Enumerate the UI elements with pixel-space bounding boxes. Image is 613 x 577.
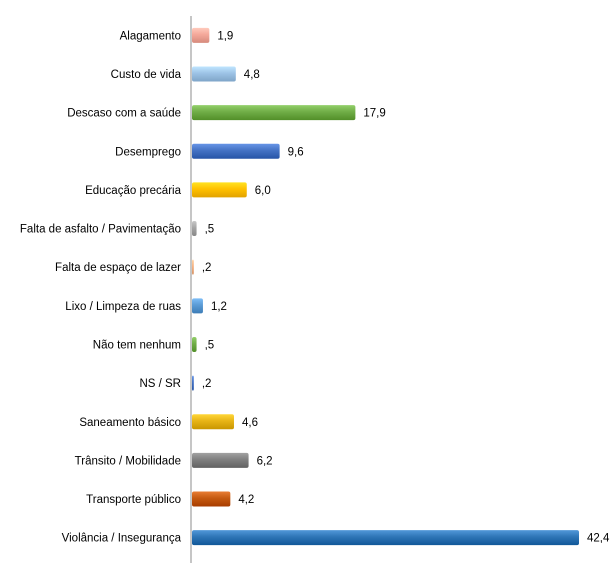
bar [192, 491, 231, 507]
value-label: ,2 [202, 262, 212, 274]
category-label: Alagamento [120, 30, 181, 42]
category-label: Saneamento básico [79, 417, 181, 429]
bar [192, 66, 236, 82]
bars-group [192, 27, 579, 546]
category-label: Lixo / Limpeza de ruas [65, 301, 181, 313]
category-label: Falta de espaço de lazer [55, 262, 181, 274]
bar [192, 182, 247, 198]
value-label: 17,9 [363, 108, 385, 120]
bar [192, 414, 234, 430]
category-label: NS / SR [139, 378, 181, 390]
bar [192, 259, 194, 275]
value-label: 6,2 [257, 455, 273, 467]
category-label: Trânsito / Mobilidade [75, 455, 181, 467]
bar [192, 27, 210, 43]
value-label: 9,6 [288, 146, 304, 158]
category-label: Custo de vida [111, 69, 182, 81]
category-label: Descaso com a saúde [67, 108, 181, 120]
bar [192, 221, 197, 237]
value-label: 4,6 [242, 417, 258, 429]
bar [192, 105, 356, 121]
category-label: Educação precária [85, 185, 181, 197]
category-label: Violância / Insegurança [62, 533, 182, 545]
bar [192, 375, 194, 391]
value-label: 1,2 [211, 301, 227, 313]
bar [192, 143, 280, 159]
category-label: Transporte público [86, 494, 181, 506]
value-label: 4,2 [238, 494, 254, 506]
value-label: ,5 [205, 224, 215, 236]
category-label: Desemprego [115, 146, 181, 158]
value-label: ,2 [202, 378, 212, 390]
bar [192, 298, 203, 314]
bar [192, 530, 579, 546]
value-label: 4,8 [244, 69, 260, 81]
value-label: 42,4 [587, 533, 610, 545]
bar [192, 336, 197, 352]
value-label: 1,9 [217, 30, 233, 42]
bar [192, 452, 249, 468]
category-label: Não tem nenhum [93, 339, 181, 351]
labels-group: Alagamento 1,9 Custo de vida 4,8 Descaso com… [20, 30, 610, 544]
value-label: 6,0 [255, 185, 271, 197]
category-label: Falta de asfalto / Pavimentação [20, 224, 181, 236]
value-label: ,5 [205, 339, 215, 351]
